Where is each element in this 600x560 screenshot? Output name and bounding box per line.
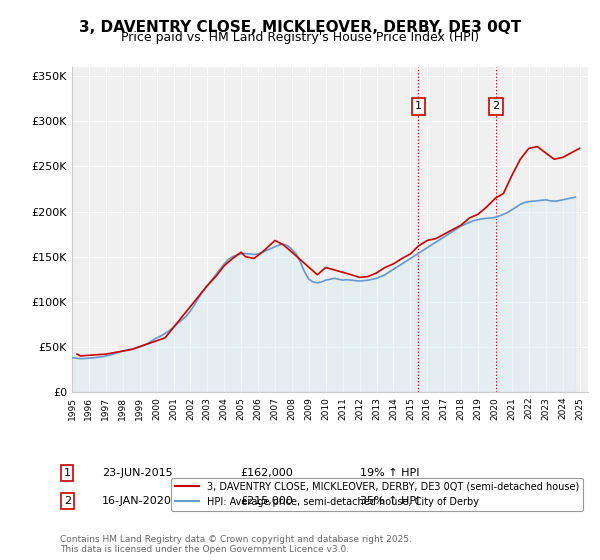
Text: £215,000: £215,000 [240, 496, 293, 506]
Text: 19% ↑ HPI: 19% ↑ HPI [360, 468, 419, 478]
Text: 35% ↑ HPI: 35% ↑ HPI [360, 496, 419, 506]
Text: 2: 2 [492, 101, 499, 111]
Text: 1: 1 [415, 101, 422, 111]
Text: 16-JAN-2020: 16-JAN-2020 [102, 496, 172, 506]
Text: 1: 1 [64, 468, 71, 478]
Text: Price paid vs. HM Land Registry's House Price Index (HPI): Price paid vs. HM Land Registry's House … [121, 31, 479, 44]
Text: Contains HM Land Registry data © Crown copyright and database right 2025.
This d: Contains HM Land Registry data © Crown c… [60, 535, 412, 554]
Legend: 3, DAVENTRY CLOSE, MICKLEOVER, DERBY, DE3 0QT (semi-detached house), HPI: Averag: 3, DAVENTRY CLOSE, MICKLEOVER, DERBY, DE… [171, 478, 583, 511]
Text: 3, DAVENTRY CLOSE, MICKLEOVER, DERBY, DE3 0QT: 3, DAVENTRY CLOSE, MICKLEOVER, DERBY, DE… [79, 20, 521, 35]
Text: 23-JUN-2015: 23-JUN-2015 [102, 468, 173, 478]
Text: 2: 2 [64, 496, 71, 506]
Text: £162,000: £162,000 [240, 468, 293, 478]
